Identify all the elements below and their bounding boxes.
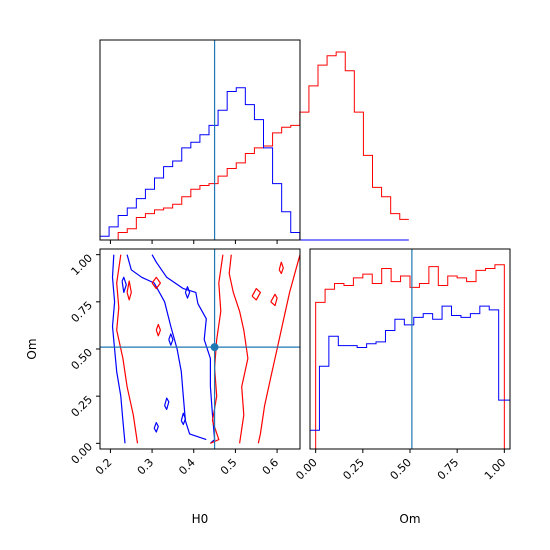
histogram-lines [310,264,510,449]
contour-line-18 [270,293,278,307]
y-axis-label: Om [25,338,39,359]
histogram-step-series-2 [100,87,409,241]
contour-line-19 [278,261,284,275]
x-tick-label-4: 1.00 [482,456,509,483]
contour-lines [111,254,300,444]
x-tick-label-2: 0.50 [388,456,415,483]
contour-line-3 [126,254,207,441]
x-axis-label: H0 [192,512,209,526]
histogram-panel-H0 [99,39,409,244]
histogram-step-series-2 [310,305,510,431]
contour-line-10 [116,254,139,444]
x-axis-label: Om [399,512,420,526]
contour-line-4 [121,276,127,293]
contour-line-6 [153,422,159,433]
y-tick-label-2: 0.50 [69,346,96,373]
x-tick-label-0: 0.2 [93,456,115,478]
contour-line-2 [151,254,216,444]
y-tick-label-1: 0.25 [69,393,96,420]
histogram-step-series-1 [315,264,505,449]
y-tick-label-4: 1.00 [69,252,96,279]
x-tick-label-1: 0.3 [135,456,157,478]
x-tick-label-3: 0.75 [435,456,462,483]
contour-line-1 [111,254,126,444]
contour-line-8 [184,286,191,299]
contour-line-14 [126,280,132,301]
contour-line-16 [155,323,161,337]
contour-line-5 [164,397,170,410]
x-tick-label-2: 0.4 [176,456,198,478]
contour-line-9 [168,333,174,346]
panel-frame [99,39,301,241]
y-tick-label-0: 0.00 [69,440,96,467]
contour-line-12 [257,254,300,444]
contour-line-15 [151,276,161,290]
contour-line-17 [251,288,261,301]
contour-panel-H0-Om: 0.2 0.3 0.4 0.5 0.6 0.00 0.25 0.50 0.75 1.00 H0 Om [25,248,301,526]
histogram-step-series-1 [100,51,409,241]
x-tick-label-3: 0.5 [218,456,240,478]
y-tick-label-3: 0.75 [69,299,96,326]
x-tick-label-4: 0.6 [260,456,282,478]
contour-line-7 [180,412,186,426]
histogram-panel-Om: 0.00 0.25 0.50 0.75 1.00 Om [293,248,511,526]
x-tick-label-1: 0.25 [340,456,367,483]
panel-frame [99,248,301,450]
truth-marker [210,343,219,352]
contour-line-13 [228,254,249,444]
x-tick-label-0: 0.00 [293,456,320,483]
